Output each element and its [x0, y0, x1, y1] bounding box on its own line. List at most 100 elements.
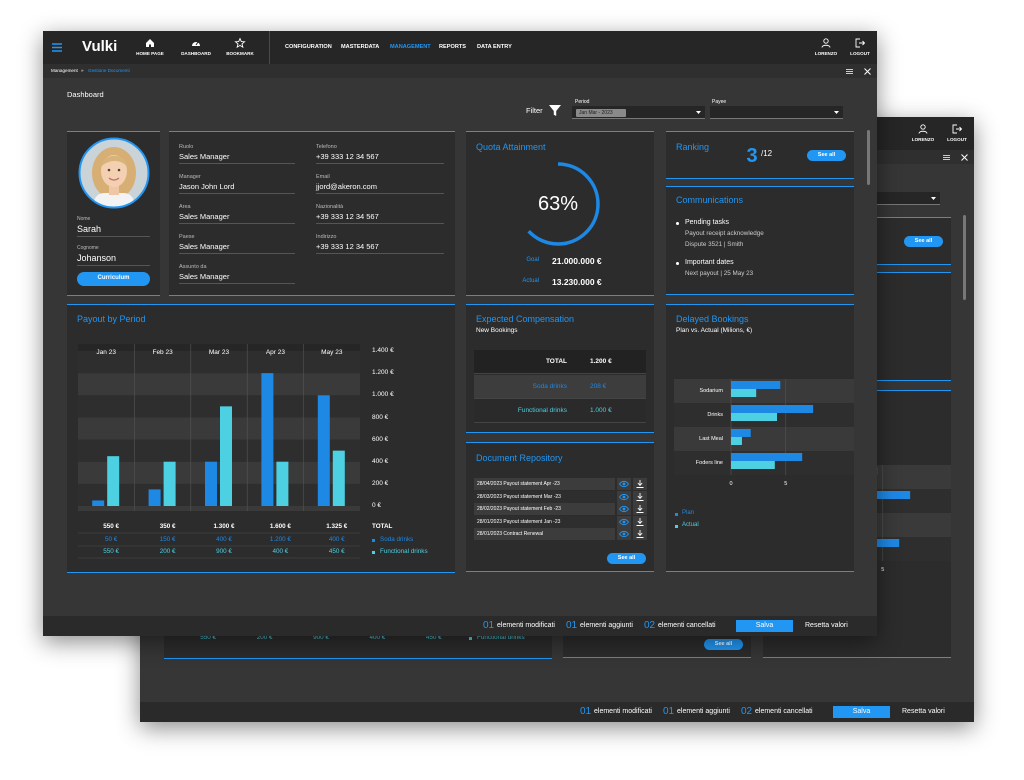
curriculum-button-label: Curriculum: [97, 275, 130, 282]
see-all-button[interactable]: See all: [607, 553, 646, 564]
shortcut-icon[interactable]: [234, 37, 246, 49]
filter-icon-shape: [549, 105, 561, 116]
menu-item[interactable]: REPORTS: [439, 43, 467, 50]
bar: [731, 389, 757, 397]
bullet: [676, 261, 679, 265]
profile-photo: [78, 137, 150, 209]
filter-icon[interactable]: [549, 105, 561, 116]
shortcut-icon[interactable]: [145, 38, 155, 48]
profile-photo-shape: [108, 177, 120, 181]
field-label: Telefono: [316, 143, 337, 150]
shortcut-label[interactable]: BOOKMARK: [226, 51, 254, 57]
field-value: +39 333 12 34 567: [316, 241, 379, 251]
download-icon[interactable]: [636, 517, 644, 526]
view-icon-shape: [622, 507, 626, 511]
download-icon[interactable]: [636, 492, 644, 501]
field-rule: [77, 236, 150, 237]
logout-icon[interactable]: [855, 38, 866, 48]
close-icon[interactable]: [961, 154, 968, 161]
breadcrumb-item[interactable]: Gestione Documenti: [88, 68, 130, 74]
shortcut-label[interactable]: HOME PAGE: [136, 51, 164, 57]
logout-label[interactable]: LOGOUT: [947, 137, 967, 143]
user-icon[interactable]: [918, 124, 928, 134]
download-icon[interactable]: [636, 505, 644, 513]
table-cell: 400 €: [216, 536, 232, 544]
reset-button[interactable]: Resetta valori: [902, 707, 945, 715]
view-icon[interactable]: [618, 505, 630, 513]
table-cell: 350 €: [159, 523, 176, 531]
communications-panel: Communications Pending tasks Payout receip…: [666, 186, 854, 295]
actual-value: 13.230.000 €: [552, 276, 602, 287]
footer-bar: 01 elementi modificati 01 elementi aggiunti…: [140, 702, 974, 722]
field-label: Manager: [179, 173, 201, 180]
shortcut-icon-shape: [195, 41, 199, 46]
bar: [332, 450, 345, 506]
see-all-button[interactable]: See all: [704, 639, 743, 650]
menu-button[interactable]: [52, 43, 62, 52]
save-label: Salva: [852, 707, 871, 715]
download-icon[interactable]: [636, 480, 644, 488]
field-rule: [316, 163, 444, 164]
settings-icon[interactable]: [943, 154, 950, 161]
field-label: Nazionalità: [316, 203, 344, 210]
user-label[interactable]: LORENZO: [911, 137, 935, 143]
bar: [731, 381, 781, 389]
filter-label: Filter: [526, 105, 543, 115]
user-icon-shape: [821, 44, 831, 48]
y-tick-label: 1.400 €: [372, 347, 394, 355]
user-icon[interactable]: [821, 38, 831, 48]
menu-item[interactable]: MASTERDATA: [341, 43, 380, 50]
table-cell: 400 €: [328, 536, 345, 544]
save-button[interactable]: Salva: [833, 706, 890, 718]
download-icon-shape: [636, 480, 644, 488]
bar: [731, 405, 814, 413]
table-cell: 1.300 €: [213, 523, 235, 531]
bar: [205, 461, 217, 506]
field-rule: [179, 163, 295, 164]
field-value: Sales Manager: [179, 241, 230, 251]
download-icon[interactable]: [636, 530, 644, 538]
legend-label: Soda drinks: [380, 536, 414, 544]
field-label: Paese: [179, 233, 195, 240]
x-tick-label: May 23: [321, 349, 343, 357]
curriculum-button[interactable]: Curriculum: [77, 272, 150, 286]
payee-select[interactable]: [710, 106, 843, 119]
table-row: Soda drinks 208 €: [474, 374, 646, 399]
see-all-button[interactable]: See all: [807, 150, 846, 161]
logout-label[interactable]: LOGOUT: [850, 51, 870, 57]
settings-icon[interactable]: [846, 68, 853, 75]
period-select[interactable]: Jan Mar - 2023: [572, 106, 705, 119]
view-icon-shape: [622, 532, 626, 536]
breadcrumb-item[interactable]: Management: [51, 68, 78, 74]
view-icon-shape: [618, 493, 630, 500]
change-label: elementi cancellati: [658, 622, 716, 630]
view-icon[interactable]: [618, 518, 630, 526]
x-tick-label: Jan 23: [96, 349, 116, 357]
change-count: 02: [741, 706, 753, 717]
panel-title: Expected Compensation: [476, 313, 575, 324]
menu-item[interactable]: DATA ENTRY: [477, 43, 512, 50]
shortcut-label[interactable]: DASHBOARD: [181, 51, 211, 57]
bar: [731, 413, 777, 421]
field-rule: [77, 265, 150, 266]
menu-item[interactable]: CONFIGURATION: [285, 43, 332, 50]
logout-icon[interactable]: [952, 124, 963, 134]
table-cell: 450 €: [328, 548, 345, 556]
view-icon[interactable]: [618, 480, 630, 488]
view-icon[interactable]: [618, 493, 630, 501]
user-icon-shape: [920, 124, 926, 130]
profile-photo-shape: [117, 168, 121, 172]
view-icon[interactable]: [618, 530, 630, 538]
save-button[interactable]: Salva: [736, 620, 793, 632]
document-name: 28/04/2023 Payout statement Apr -23: [477, 481, 560, 487]
download-icon-shape: [636, 517, 644, 526]
reset-button[interactable]: Resetta valori: [805, 621, 848, 629]
panel-title: Ranking: [676, 141, 710, 152]
see-all-button[interactable]: See all: [904, 236, 943, 247]
menu-item[interactable]: MANAGEMENT: [390, 43, 431, 50]
close-icon[interactable]: [864, 68, 871, 75]
compensation-panel: Expected Compensation New Bookings TOTAL 1.…: [466, 304, 654, 433]
header-divider: [269, 31, 270, 64]
user-label[interactable]: LORENZO: [814, 51, 838, 57]
shortcut-icon[interactable]: [191, 38, 201, 48]
